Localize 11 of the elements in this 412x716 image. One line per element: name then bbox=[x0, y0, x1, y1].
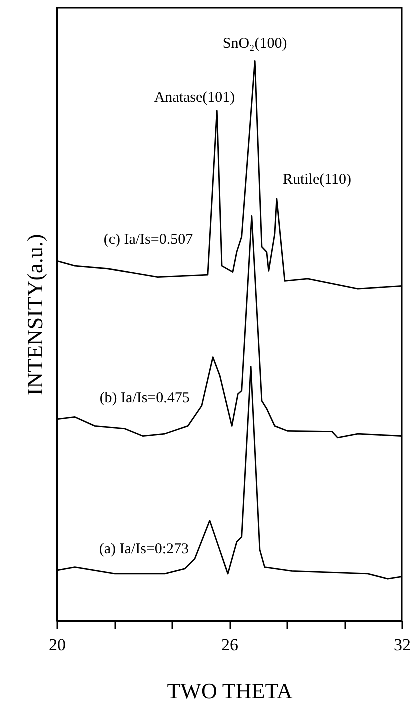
y-axis-title: INTENSITY(a.u.) bbox=[22, 234, 48, 396]
annotation: Anatase(101) bbox=[154, 90, 236, 106]
x-tick-label: 26 bbox=[222, 636, 238, 654]
annotation: SnO₂(100) bbox=[222, 36, 288, 52]
x-tick-label: 32 bbox=[394, 636, 411, 654]
x-axis-title: TWO THETA bbox=[167, 678, 293, 704]
series-label: (a) Ia/Is=0:273 bbox=[99, 542, 190, 558]
annotation: Rutile(110) bbox=[282, 172, 352, 188]
series-label: (b) Ia/Is=0.475 bbox=[100, 390, 190, 406]
series-label: (c) Ia/Is=0.507 bbox=[104, 232, 194, 248]
x-tick-label: 20 bbox=[49, 636, 66, 654]
